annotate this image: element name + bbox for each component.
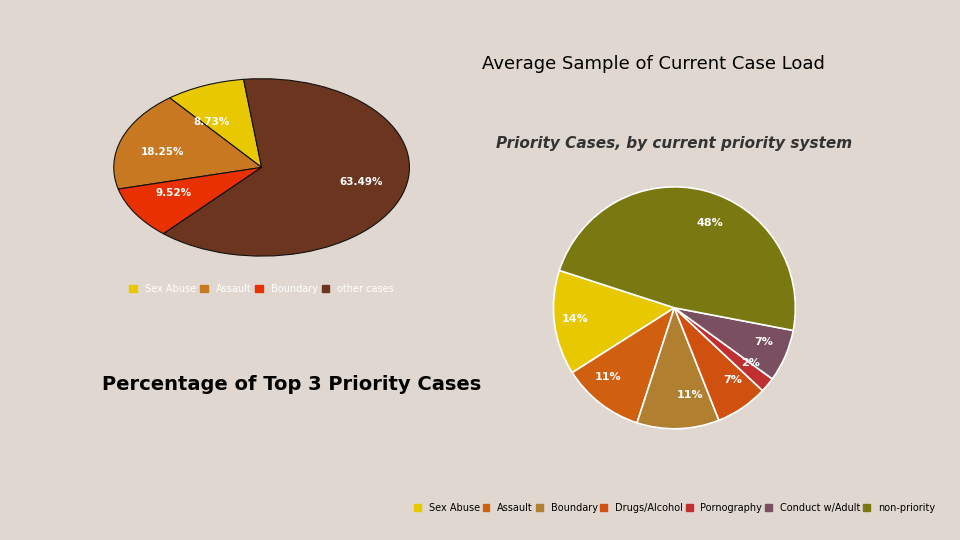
Legend: Sex Abuse, Assault, Boundary, other cases: Sex Abuse, Assault, Boundary, other case… [128,282,396,295]
Legend: Sex Abuse, Assault, Boundary, Drugs/Alcohol, Pornography, Conduct w/Adult, non-p: Sex Abuse, Assault, Boundary, Drugs/Alco… [412,501,937,515]
Wedge shape [118,167,261,234]
Text: 7%: 7% [755,338,773,347]
Text: 9.52%: 9.52% [156,188,192,198]
Text: Average Sample of Current Case Load: Average Sample of Current Case Load [482,55,825,73]
Wedge shape [572,308,674,423]
Text: 48%: 48% [696,219,723,228]
Wedge shape [114,98,261,189]
Text: 63.49%: 63.49% [339,177,383,187]
Wedge shape [560,187,795,330]
Wedge shape [674,308,772,390]
Wedge shape [554,271,674,373]
Text: 14%: 14% [562,314,588,323]
Text: 18.25%: 18.25% [141,147,184,157]
Wedge shape [674,308,793,379]
Text: 11%: 11% [594,372,621,382]
Wedge shape [637,308,719,429]
Text: 7%: 7% [723,375,742,385]
Wedge shape [170,79,261,167]
Wedge shape [674,308,762,420]
Wedge shape [163,79,409,256]
Title: Priority Cases, by current priority system: Priority Cases, by current priority syst… [496,136,852,151]
Text: 8.73%: 8.73% [194,117,230,127]
Text: Percentage of Top 3 Priority Cases: Percentage of Top 3 Priority Cases [103,375,482,394]
Text: 11%: 11% [677,390,704,400]
Text: 2%: 2% [741,359,760,368]
